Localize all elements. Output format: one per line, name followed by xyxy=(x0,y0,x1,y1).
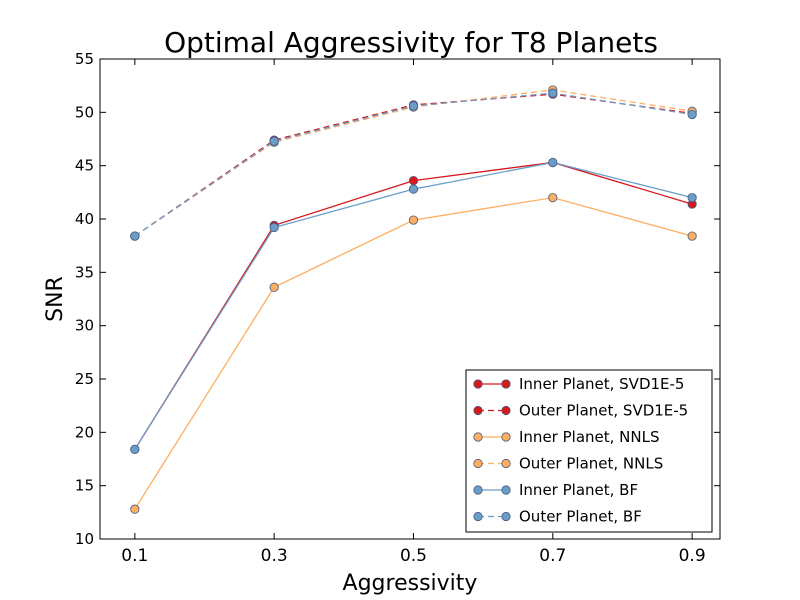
data-point xyxy=(408,101,419,111)
data-point xyxy=(269,136,279,146)
legend-entry: Outer Planet, BF xyxy=(473,508,642,526)
y-tick-label: 20 xyxy=(75,423,94,441)
x-tick-label: 0.7 xyxy=(539,546,566,566)
series-outer-planet-bf xyxy=(130,88,697,241)
ticks-layer: 10 15 20 25 30 35 40 45 50 55 0.1 0.3 0.5 0.7 0.9 xyxy=(75,50,720,566)
legend-marker xyxy=(473,379,483,389)
data-point xyxy=(687,231,697,241)
data-point xyxy=(687,193,697,203)
y-axis-label: SNR xyxy=(43,276,68,322)
series-inner-planet-bf xyxy=(130,157,697,454)
legend-entry: Outer Planet, NNLS xyxy=(473,455,663,473)
legend-marker xyxy=(473,458,483,469)
y-tick-label: 45 xyxy=(75,157,94,175)
y-tick-label: 10 xyxy=(75,530,94,548)
legend-label: Inner Planet, NNLS xyxy=(519,428,659,446)
legend-label: Outer Planet, BF xyxy=(519,508,642,526)
legend-label: Outer Planet, NNLS xyxy=(519,455,663,473)
legend-label: Inner Planet, SVD1E-5 xyxy=(519,375,684,393)
data-point xyxy=(130,504,140,514)
legend-marker xyxy=(501,432,511,442)
data-point xyxy=(408,184,419,194)
y-tick-label: 35 xyxy=(75,263,94,281)
data-point xyxy=(408,215,419,225)
series-line xyxy=(134,89,693,237)
series-line xyxy=(134,92,693,237)
legend-marker xyxy=(501,458,511,469)
x-tick-label: 0.3 xyxy=(261,546,288,566)
legend-label: Inner Planet, BF xyxy=(519,481,638,499)
data-point xyxy=(408,176,419,186)
data-point xyxy=(269,282,279,292)
legend-frame xyxy=(465,369,713,533)
legend-marker xyxy=(473,405,483,416)
y-tick-label: 40 xyxy=(75,210,94,228)
y-tick-label: 30 xyxy=(75,317,94,335)
data-point xyxy=(548,193,558,203)
legend-marker xyxy=(473,432,483,442)
plot-frame xyxy=(99,58,721,540)
legend-entry: Inner Planet, NNLS xyxy=(473,428,659,446)
x-axis-label: Aggressivity xyxy=(343,571,478,596)
data-point xyxy=(130,444,140,454)
y-tick-label: 25 xyxy=(75,370,94,388)
y-tick-label: 55 xyxy=(75,50,94,68)
data-point xyxy=(269,222,279,233)
legend: Inner Planet, SVD1E-5 Outer Planet, SVD1E… xyxy=(465,369,713,533)
x-tick-label: 0.1 xyxy=(121,546,148,566)
data-point xyxy=(687,109,697,120)
x-tick-label: 0.9 xyxy=(679,546,706,566)
legend-entry: Outer Planet, SVD1E-5 xyxy=(473,402,688,420)
x-tick-label: 0.5 xyxy=(400,546,427,566)
legend-entry: Inner Planet, SVD1E-5 xyxy=(473,375,684,393)
legend-marker xyxy=(501,405,511,416)
series-layer xyxy=(130,85,697,514)
data-point xyxy=(548,157,558,168)
series-inner-planet-nnls xyxy=(130,193,697,514)
legend-marker xyxy=(501,379,511,389)
chart-title: Optimal Aggressivity for T8 Planets xyxy=(164,26,658,59)
series-line xyxy=(134,93,693,237)
legend-label: Outer Planet, SVD1E-5 xyxy=(519,402,688,420)
y-tick-label: 15 xyxy=(75,477,94,495)
legend-marker xyxy=(473,485,483,495)
legend-marker xyxy=(473,511,483,522)
legend-entry: Inner Planet, BF xyxy=(473,481,638,499)
legend-marker xyxy=(501,485,511,495)
y-tick-label: 50 xyxy=(75,103,94,121)
legend-marker xyxy=(501,511,511,522)
data-point xyxy=(548,88,558,98)
legend-entries: Inner Planet, SVD1E-5 Outer Planet, SVD1E… xyxy=(473,375,688,526)
data-point xyxy=(130,231,140,241)
